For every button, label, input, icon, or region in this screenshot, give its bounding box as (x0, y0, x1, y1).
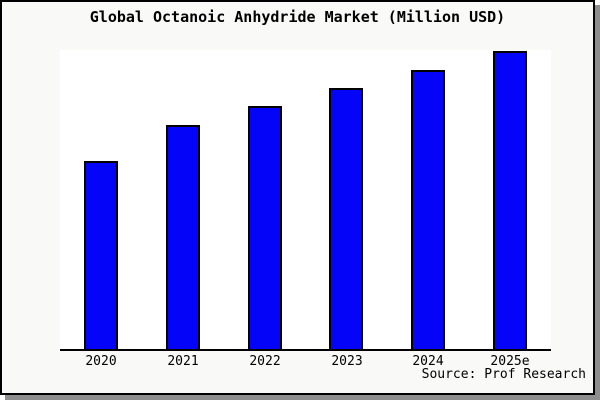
x-tick-label-2025e: 2025e (490, 354, 530, 369)
bar-2020 (84, 161, 118, 349)
bar-2022 (248, 106, 282, 349)
x-tick-label-2022: 2022 (249, 354, 281, 369)
x-tick-label-2024: 2024 (412, 354, 444, 369)
chart-title: Global Octanoic Anhydride Market (Millio… (89, 8, 506, 26)
bar-2023 (329, 88, 363, 349)
plot-area (60, 50, 551, 351)
bar-2024 (411, 70, 445, 349)
source-label: Source: Prof Research (421, 367, 586, 382)
x-tick-label-2023: 2023 (331, 354, 363, 369)
bar-2025e (493, 51, 527, 349)
bar-2021 (166, 125, 200, 349)
x-tick-label-2020: 2020 (85, 354, 117, 369)
x-tick-label-2021: 2021 (167, 354, 199, 369)
chart-figure: Global Octanoic Anhydride Market (Millio… (0, 0, 595, 395)
